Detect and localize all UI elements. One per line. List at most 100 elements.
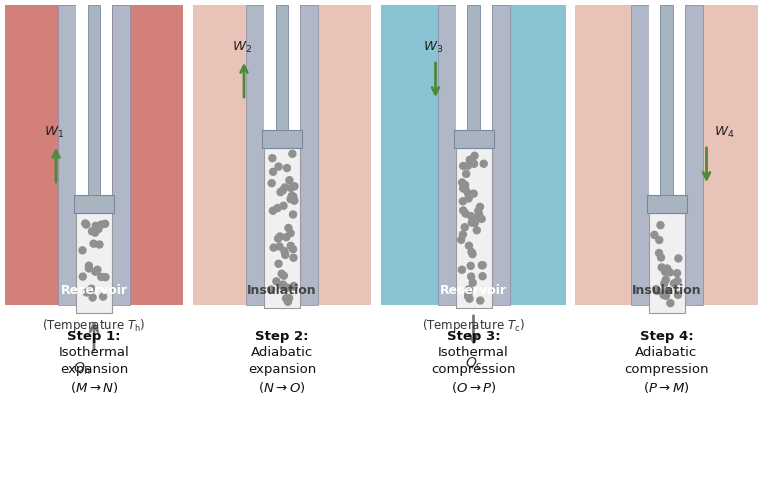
Circle shape xyxy=(85,265,92,272)
Circle shape xyxy=(285,225,292,231)
Bar xyxy=(646,195,687,213)
Circle shape xyxy=(459,179,465,186)
Circle shape xyxy=(661,280,668,287)
Bar xyxy=(88,5,100,195)
Circle shape xyxy=(94,266,101,273)
Circle shape xyxy=(280,202,287,209)
Text: ($N\rightarrow O$): ($N\rightarrow O$) xyxy=(258,380,306,395)
Circle shape xyxy=(288,192,295,200)
Circle shape xyxy=(280,272,288,279)
Circle shape xyxy=(98,273,105,281)
Circle shape xyxy=(291,183,298,190)
Text: Step 3:: Step 3: xyxy=(446,330,501,343)
Circle shape xyxy=(290,254,297,261)
Circle shape xyxy=(657,222,664,228)
Circle shape xyxy=(274,204,281,212)
Circle shape xyxy=(287,242,295,249)
Bar xyxy=(262,130,302,148)
Circle shape xyxy=(88,285,95,292)
Bar xyxy=(76,5,112,305)
Bar xyxy=(649,5,684,305)
Circle shape xyxy=(289,150,296,157)
Circle shape xyxy=(273,278,280,285)
Circle shape xyxy=(282,184,288,191)
Circle shape xyxy=(89,294,96,301)
Circle shape xyxy=(471,161,478,167)
Circle shape xyxy=(458,236,465,243)
Bar xyxy=(5,5,183,305)
Circle shape xyxy=(662,268,668,275)
Circle shape xyxy=(459,231,466,238)
Circle shape xyxy=(290,246,297,253)
Circle shape xyxy=(674,278,681,284)
Circle shape xyxy=(465,190,472,197)
Bar xyxy=(193,5,371,305)
Circle shape xyxy=(460,207,467,214)
Circle shape xyxy=(465,293,472,300)
Text: compression: compression xyxy=(624,363,709,376)
Bar xyxy=(58,5,76,305)
Circle shape xyxy=(85,262,92,269)
Circle shape xyxy=(462,171,470,177)
Circle shape xyxy=(287,196,294,202)
Circle shape xyxy=(465,291,472,297)
Circle shape xyxy=(102,274,109,281)
Text: compression: compression xyxy=(431,363,516,376)
Circle shape xyxy=(279,187,286,194)
Text: $W_4$: $W_4$ xyxy=(714,125,735,140)
Circle shape xyxy=(287,229,294,237)
Circle shape xyxy=(469,279,476,286)
Circle shape xyxy=(269,207,276,214)
Text: (Temperature $T_\mathrm{c}$): (Temperature $T_\mathrm{c}$) xyxy=(422,317,525,334)
Text: Insulation: Insulation xyxy=(247,283,317,296)
Circle shape xyxy=(79,247,86,254)
Text: Adiabatic: Adiabatic xyxy=(251,346,313,359)
Bar xyxy=(630,5,649,305)
Circle shape xyxy=(663,288,670,295)
Circle shape xyxy=(652,285,660,293)
Bar xyxy=(264,148,300,308)
Text: Insulation: Insulation xyxy=(632,283,701,296)
Circle shape xyxy=(95,226,102,232)
Circle shape xyxy=(671,280,678,287)
Circle shape xyxy=(666,269,673,276)
Bar xyxy=(112,5,130,305)
Circle shape xyxy=(269,155,276,161)
Bar xyxy=(575,5,758,305)
Circle shape xyxy=(664,265,671,272)
Circle shape xyxy=(468,249,475,255)
Circle shape xyxy=(101,220,108,228)
Bar xyxy=(381,5,566,305)
Circle shape xyxy=(479,262,486,268)
Text: $Q_\mathrm{h}$: $Q_\mathrm{h}$ xyxy=(72,361,91,377)
Circle shape xyxy=(290,283,298,290)
Circle shape xyxy=(469,251,476,257)
Circle shape xyxy=(459,185,467,192)
Circle shape xyxy=(462,181,468,188)
Circle shape xyxy=(285,295,293,302)
Circle shape xyxy=(475,207,481,214)
Circle shape xyxy=(268,286,275,293)
Circle shape xyxy=(282,251,288,258)
Circle shape xyxy=(478,262,485,269)
Text: Reservoir: Reservoir xyxy=(440,283,507,296)
Circle shape xyxy=(92,229,98,236)
Text: $Q_\mathrm{c}$: $Q_\mathrm{c}$ xyxy=(465,356,482,373)
Circle shape xyxy=(466,295,473,302)
Circle shape xyxy=(655,237,663,243)
Circle shape xyxy=(468,219,475,226)
Circle shape xyxy=(79,273,86,280)
Circle shape xyxy=(475,211,482,218)
Text: expansion: expansion xyxy=(248,363,316,376)
Circle shape xyxy=(288,185,295,191)
Circle shape xyxy=(674,292,681,298)
Text: (Temperature $T_\mathrm{h}$): (Temperature $T_\mathrm{h}$) xyxy=(42,317,146,334)
Circle shape xyxy=(282,295,289,302)
Bar xyxy=(300,5,318,305)
Circle shape xyxy=(283,234,290,241)
Bar xyxy=(74,195,114,213)
Circle shape xyxy=(674,255,682,262)
Bar xyxy=(456,148,491,308)
Circle shape xyxy=(470,190,477,197)
Circle shape xyxy=(290,282,298,290)
